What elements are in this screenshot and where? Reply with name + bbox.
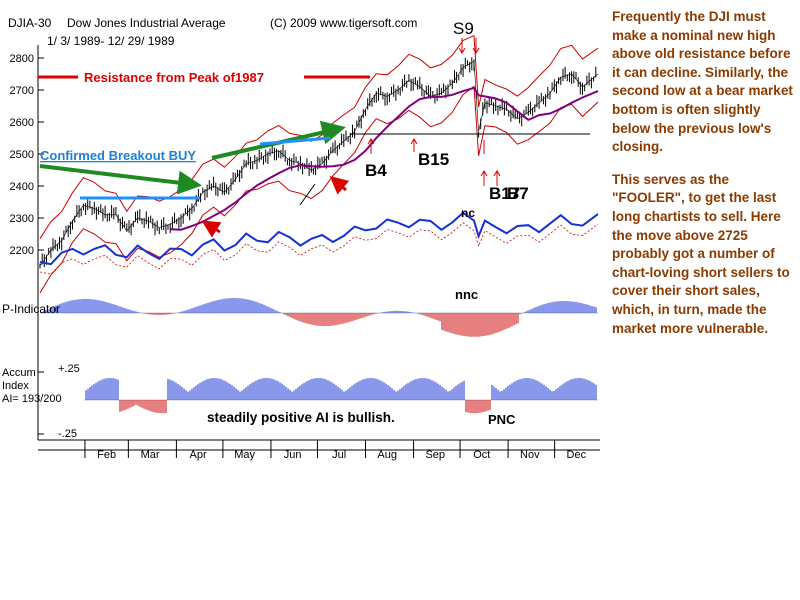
y-tick-label: 2600 [10,117,34,129]
signal-b4: B4 [365,161,387,180]
commentary-panel: Frequently the DJI must make a nominal n… [612,8,796,352]
x-tick-label: Sep [425,449,445,461]
ticker-label: DJIA-30 [8,16,52,30]
x-tick-label: Apr [190,449,207,461]
s9-arrowhead-2 [472,47,480,54]
b17-arrowhead-2 [493,170,501,177]
signal-b15: B15 [418,150,449,169]
label-nc: nc [461,206,475,220]
p-indicator-histogram [40,298,598,337]
indicator-lines [39,86,599,275]
relative-strength-ma [39,222,599,275]
moving-average-line [170,86,599,231]
accum-top-label: +.25 [58,363,80,375]
breakout-label: Confirmed Breakout BUY [40,148,196,163]
y-tick-label: 2800 [10,53,34,65]
x-tick-label: May [234,449,255,461]
breakout-arrow [39,164,202,195]
accum-label-1: Accum [2,367,36,379]
date-range: 1/ 3/ 1989- 12/ 29/ 1989 [47,34,175,48]
b4-arrowhead [367,138,375,145]
x-tick-label: Jul [332,449,346,461]
accum-label-2: Index [2,380,29,392]
signal-b7: B7 [507,184,529,203]
y-tick-label: 2200 [10,245,34,257]
x-tick-label: Oct [473,449,490,461]
accum-bottom-label: -.25 [58,428,77,440]
copyright: (C) 2009 www.tigersoft.com [270,16,417,30]
index-name: Dow Jones Industrial Average [67,16,226,30]
label-pnc: PNC [488,412,516,427]
x-tick-label: Dec [567,449,587,461]
accum-label-3: AI= 193/200 [2,393,62,405]
upper-trend-line [259,136,331,146]
p-indicator-label: P-Indicator [2,302,60,316]
label-nnc: nnc [455,287,478,302]
signal-s9: S9 [453,19,474,38]
commentary-paragraph-2: This serves as the "FOOLER", to get the … [612,171,790,336]
buy-arrow-apr [201,220,222,238]
y-tick-label: 2700 [10,85,34,97]
x-axis-ticks: Feb Mar Apr May Jun Jul Aug Sep Oct Nov Dec [84,440,587,461]
relative-strength-line [39,211,599,266]
signal-b17: B17 [489,184,520,203]
price-close-line [39,60,599,267]
lower-band [39,85,599,294]
y-axis-ticks: 2200 2300 2400 2500 2600 2700 2800 [10,53,44,257]
ai-note: steadily positive AI is bullish. [207,410,395,425]
x-tick-label: Aug [377,449,397,461]
b17-arrowhead-1 [480,170,488,177]
upper-band [39,34,599,239]
buy-arrow-jul [329,176,350,195]
price-bars [39,57,599,269]
x-tick-label: Jun [284,449,302,461]
x-tick-label: Feb [97,449,116,461]
y-tick-label: 2500 [10,149,34,161]
b15-arrowhead [410,138,418,145]
commentary-paragraph-1: Frequently the DJI must make a nominal n… [612,9,793,155]
y-tick-label: 2400 [10,181,34,193]
frame [37,45,600,451]
resistance-label: Resistance from Peak of1987 [84,70,264,85]
accum-index-histogram [84,378,598,414]
y-tick-label: 2300 [10,213,34,225]
x-tick-label: Mar [141,449,160,461]
trendline-tick [299,183,316,206]
s9-arrowhead-1 [458,47,466,54]
x-tick-label: Nov [520,449,540,461]
